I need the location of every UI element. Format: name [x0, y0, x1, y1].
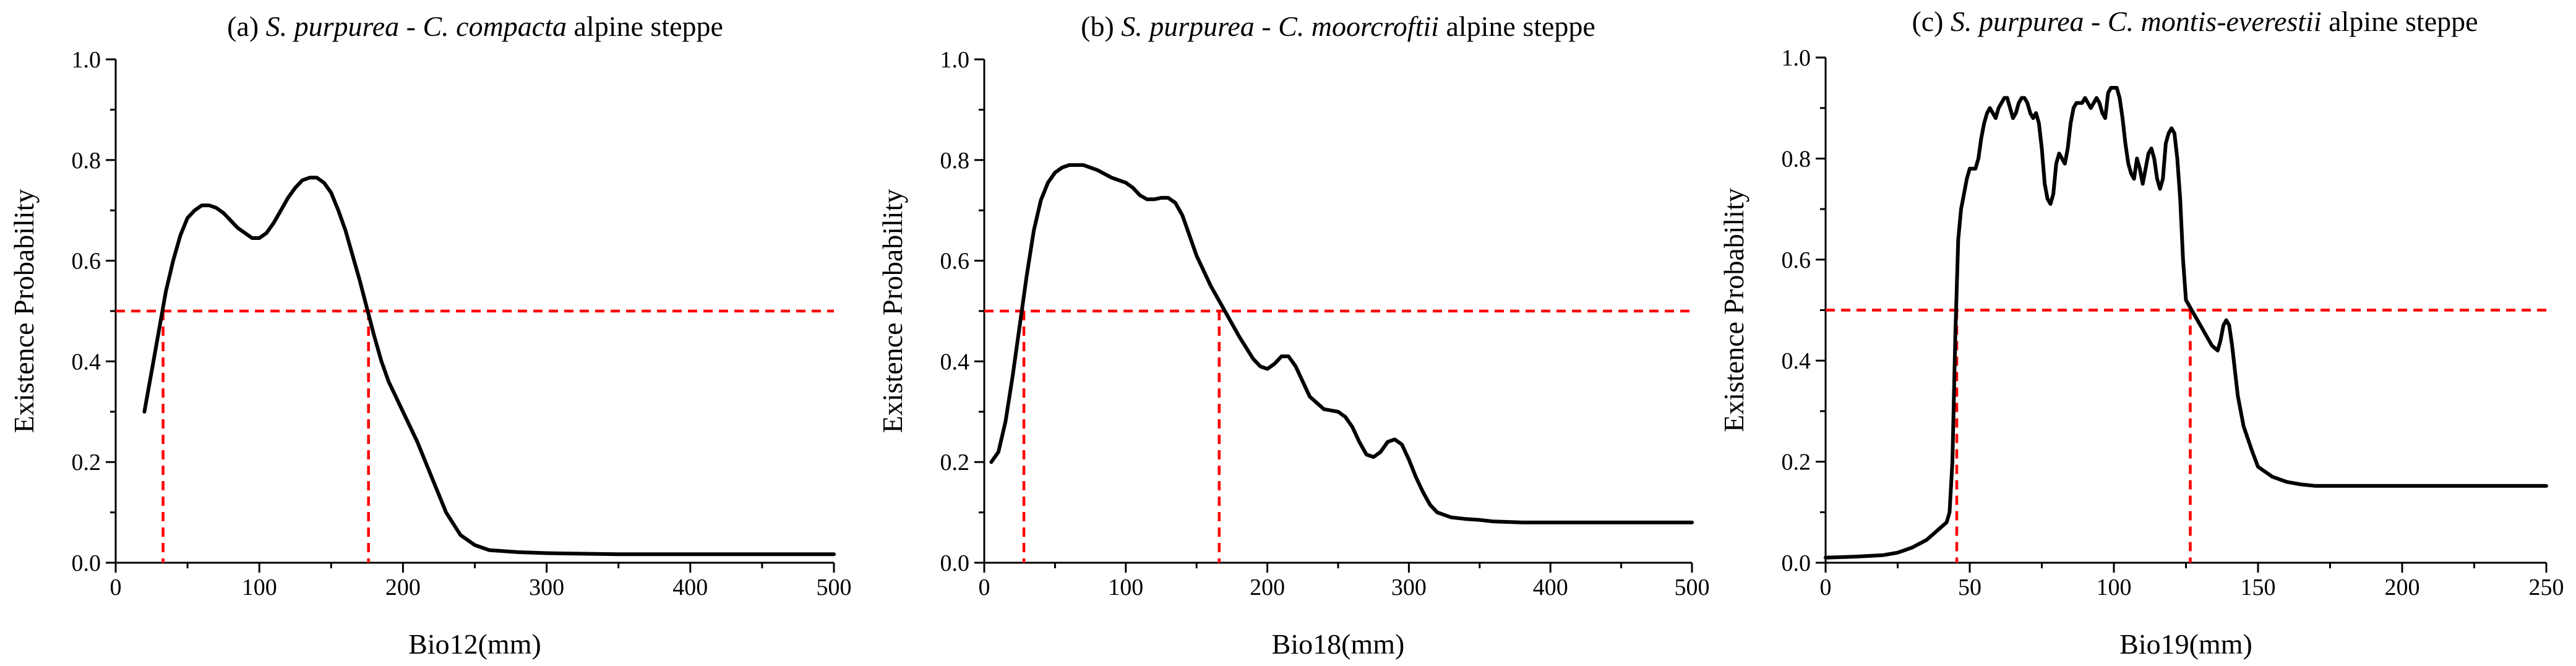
x-tick-label: 500: [817, 574, 852, 600]
x-tick-label: 400: [672, 574, 708, 600]
panel-title: (c) S. purpurea - C. montis-everestii al…: [1912, 6, 2478, 37]
chart-panel-0: 0 100 200 300 400 500 0.0 0.2 0.4 0.6 0.8 1.0 Bio12(…: [8, 11, 852, 660]
panel-title-prefix: (b): [1081, 11, 1121, 42]
panel-title-suffix: alpine steppe: [567, 11, 723, 42]
x-axis-title: Bio12(mm): [408, 628, 541, 660]
x-tick-label: 100: [242, 574, 277, 600]
response-curve: [142, 176, 836, 557]
x-tick-label: 100: [1108, 574, 1143, 600]
x-tick-label: 150: [2241, 574, 2276, 600]
x-axis-title: Bio19(mm): [2119, 628, 2252, 660]
response-curve: [1824, 86, 2548, 560]
y-tick-label: 0.2: [1782, 450, 1811, 476]
x-tick-label: 0: [979, 574, 990, 600]
y-tick-label: 1.0: [940, 47, 970, 73]
y-tick-label: 0.0: [940, 550, 970, 576]
y-tick-label: 0.0: [72, 550, 101, 576]
panel-title-species: S. purpurea - C. montis-everestii: [1951, 6, 2322, 37]
x-tick-label: 200: [2385, 574, 2420, 600]
y-axis-title: Existence Probability: [8, 189, 40, 433]
x-tick-label: 200: [1250, 574, 1285, 600]
y-tick-label: 1.0: [1782, 45, 1811, 71]
y-tick-label: 0.2: [940, 450, 970, 476]
panel-title-prefix: (c): [1912, 6, 1951, 37]
x-tick-label: 200: [385, 574, 421, 600]
y-tick-label: 0.8: [940, 148, 970, 174]
x-tick-label: 500: [1675, 574, 1710, 600]
y-tick-label: 0.6: [1782, 247, 1811, 273]
x-tick-label: 250: [2529, 574, 2564, 600]
y-tick-label: 0.4: [940, 349, 970, 375]
y-axis-title: Existence Probability: [1718, 188, 1750, 432]
panel-title-prefix: (a): [227, 11, 266, 42]
chart-panel-1: 0 100 200 300 400 500 0.0 0.2 0.4 0.6 0.8 1.0 Bio18(…: [877, 11, 1710, 660]
x-tick-label: 400: [1533, 574, 1568, 600]
panel-title: (a) S. purpurea - C. compacta alpine ste…: [227, 11, 723, 42]
x-tick-label: 50: [1958, 574, 1981, 600]
panel-title-species: S. purpurea - C. compacta: [266, 11, 567, 42]
y-axis-title: Existence Probability: [877, 189, 908, 433]
y-tick-label: 0.8: [1782, 146, 1811, 172]
y-tick-label: 1.0: [72, 47, 101, 73]
chart-panel-2: 0 50 100 150 200 250 0.0 0.2 0.4 0.6 0.8 1.0 Bio19(m…: [1718, 6, 2564, 660]
x-axis-title: Bio18(mm): [1272, 628, 1405, 660]
y-tick-label: 0.6: [72, 249, 101, 275]
x-tick-label: 0: [1820, 574, 1832, 600]
panel-title: (b) S. purpurea - C. moorcroftii alpine …: [1081, 11, 1595, 42]
y-tick-label: 0.4: [1782, 348, 1811, 374]
y-tick-label: 0.6: [940, 249, 970, 275]
y-tick-label: 0.0: [1782, 550, 1811, 576]
panel-title-species: S. purpurea - C. moorcroftii: [1121, 11, 1439, 42]
panel-title-suffix: alpine steppe: [2322, 6, 2478, 37]
y-tick-label: 0.8: [72, 148, 101, 174]
y-tick-label: 0.2: [72, 450, 101, 476]
x-tick-label: 300: [1391, 574, 1427, 600]
response-curve: [989, 163, 1694, 524]
panel-title-suffix: alpine steppe: [1439, 11, 1595, 42]
x-tick-label: 300: [529, 574, 564, 600]
x-tick-label: 0: [110, 574, 122, 600]
y-tick-label: 0.4: [72, 349, 101, 375]
x-tick-label: 100: [2097, 574, 2132, 600]
